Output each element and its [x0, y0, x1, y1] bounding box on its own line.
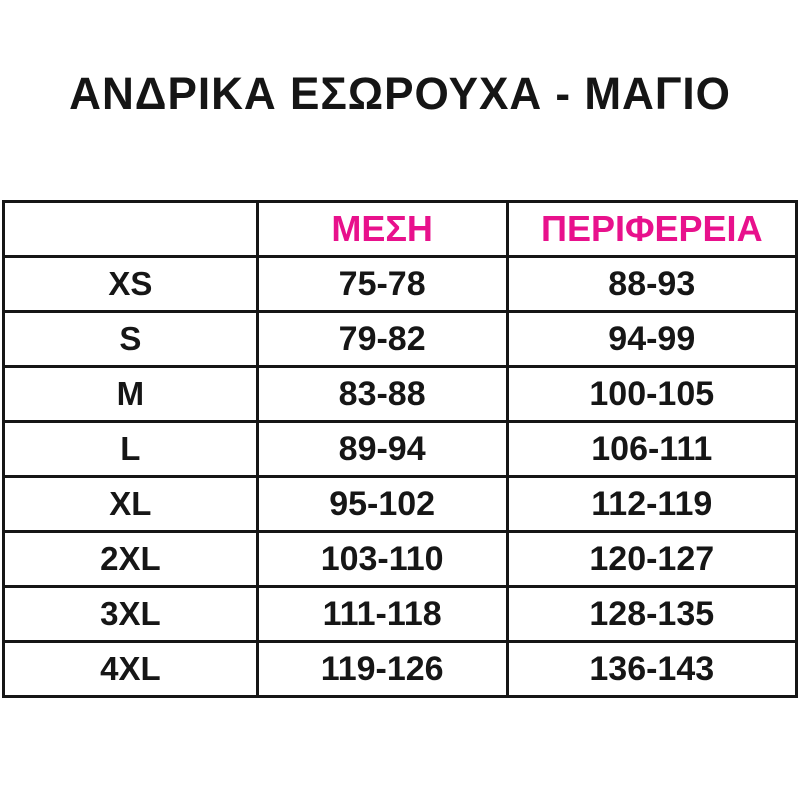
table-row: 2XL 103-110 120-127 — [2, 530, 799, 588]
table-row: L 89-94 106-111 — [2, 420, 799, 478]
size-cell: XL — [2, 475, 259, 533]
size-cell: XS — [2, 255, 259, 313]
table-row: 4XL 119-126 136-143 — [2, 640, 799, 698]
hips-cell: 136-143 — [505, 640, 799, 698]
hips-cell: 88-93 — [505, 255, 799, 313]
waist-cell: 89-94 — [255, 420, 509, 478]
table-row: S 79-82 94-99 — [2, 310, 799, 368]
size-cell: S — [2, 310, 259, 368]
waist-cell: 103-110 — [255, 530, 509, 588]
table-row: XL 95-102 112-119 — [2, 475, 799, 533]
header-hips: ΠΕΡΙΦΕΡΕΙΑ — [505, 200, 799, 258]
waist-cell: 111-118 — [255, 585, 509, 643]
table-header-row: ΜΕΣΗ ΠΕΡΙΦΕΡΕΙΑ — [2, 200, 799, 258]
table-row: XS 75-78 88-93 — [2, 255, 799, 313]
hips-cell: 120-127 — [505, 530, 799, 588]
page-title: ΑΝΔΡΙΚΑ ΕΣΩΡΟΥΧΑ - ΜΑΓΙΟ — [69, 68, 731, 119]
size-cell: 4XL — [2, 640, 259, 698]
waist-cell: 95-102 — [255, 475, 509, 533]
size-cell: 2XL — [2, 530, 259, 588]
table-row: M 83-88 100-105 — [2, 365, 799, 423]
table-row: 3XL 111-118 128-135 — [2, 585, 799, 643]
header-waist: ΜΕΣΗ — [255, 200, 509, 258]
waist-cell: 83-88 — [255, 365, 509, 423]
header-size-blank — [2, 200, 259, 258]
waist-cell: 75-78 — [255, 255, 509, 313]
size-cell: 3XL — [2, 585, 259, 643]
hips-cell: 106-111 — [505, 420, 799, 478]
waist-cell: 79-82 — [255, 310, 509, 368]
hips-cell: 94-99 — [505, 310, 799, 368]
size-cell: L — [2, 420, 259, 478]
waist-cell: 119-126 — [255, 640, 509, 698]
hips-cell: 100-105 — [505, 365, 799, 423]
size-chart-table: ΜΕΣΗ ΠΕΡΙΦΕΡΕΙΑ XS 75-78 88-93 S 79-82 9… — [2, 200, 799, 698]
size-cell: M — [2, 365, 259, 423]
hips-cell: 128-135 — [505, 585, 799, 643]
hips-cell: 112-119 — [505, 475, 799, 533]
